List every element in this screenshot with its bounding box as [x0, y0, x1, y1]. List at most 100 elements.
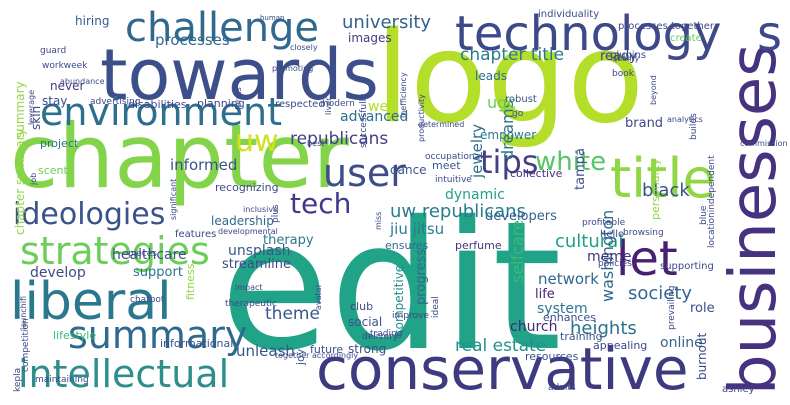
word: book: [612, 69, 634, 79]
word: chapter summary: [13, 128, 27, 235]
word: chatbot: [130, 295, 165, 305]
word: leads: [475, 69, 507, 83]
word: delivery: [362, 332, 399, 342]
word: locationindependent: [707, 155, 717, 248]
word: browsing: [623, 228, 664, 238]
word: empower: [480, 128, 537, 142]
word: fitness: [184, 263, 197, 300]
word: user: [323, 151, 406, 195]
word: images: [348, 31, 392, 45]
word: quality: [612, 54, 640, 63]
word: successfully: [359, 93, 369, 148]
word: appealing: [593, 339, 648, 352]
word: ugc: [487, 93, 517, 112]
word: inclusive: [243, 205, 279, 214]
word: together accordingly: [275, 351, 359, 360]
word: intellectual: [18, 352, 230, 396]
word: brand: [625, 116, 664, 131]
word: processes: [155, 31, 230, 49]
word: miss: [374, 211, 383, 230]
word: s: [757, 6, 783, 62]
word: robust: [505, 94, 537, 105]
word: stay: [42, 94, 68, 108]
word: ideologies: [13, 197, 166, 232]
word: leadership: [211, 214, 274, 228]
word: forms: [234, 87, 243, 110]
word: ready: [600, 49, 637, 64]
word: disabilities: [128, 98, 187, 111]
word: human: [260, 14, 285, 22]
word: unsplash: [228, 243, 291, 259]
word: competitive: [392, 264, 406, 336]
word: best: [307, 139, 325, 148]
word: resources: [525, 350, 579, 363]
word: chapter: [10, 105, 349, 208]
word: black: [642, 180, 690, 201]
word: white: [535, 147, 607, 177]
word: burnout: [695, 332, 709, 380]
word: recognizing: [215, 181, 279, 194]
word: scent: [38, 164, 68, 177]
word: never: [50, 79, 85, 93]
word: dynamic: [445, 187, 505, 203]
word: future: [310, 343, 344, 356]
word: ensures: [385, 239, 429, 252]
word: web: [368, 99, 397, 115]
word: kepla: [13, 367, 23, 392]
word: informed: [170, 156, 238, 174]
word: summary: [68, 313, 248, 357]
word: abundance: [60, 77, 105, 86]
word: strategies: [20, 229, 210, 273]
word: guard: [40, 46, 67, 56]
word: beyond: [649, 75, 658, 105]
word: perfume: [455, 239, 502, 252]
word: profitable: [582, 218, 626, 228]
word: challenge: [125, 5, 320, 51]
word: tampa: [573, 148, 588, 190]
word: advanced: [340, 109, 409, 125]
word: real estate: [455, 336, 547, 356]
word: collective: [510, 167, 563, 180]
word: project: [40, 137, 79, 150]
word: maintaining: [35, 375, 89, 385]
word: go: [512, 109, 524, 119]
word: enhances: [543, 311, 596, 324]
word: unleash: [236, 342, 295, 360]
word: policies: [598, 259, 632, 269]
word: hello: [600, 229, 625, 240]
word: environment: [40, 90, 283, 134]
word: promoting: [272, 64, 314, 73]
word: analytics: [667, 115, 703, 124]
word: create: [670, 33, 702, 44]
word: network: [538, 270, 599, 288]
word: closely: [290, 43, 318, 52]
word: adults: [548, 383, 576, 393]
word: prevailing: [667, 285, 677, 330]
word: system: [537, 301, 588, 317]
word: selfcare: [508, 220, 527, 283]
word: conservative: [316, 335, 689, 403]
word: title: [610, 147, 716, 210]
word: job: [29, 172, 38, 185]
word: healthcare: [112, 247, 187, 263]
word: club: [350, 300, 374, 313]
word: tech: [290, 187, 352, 220]
word: tips: [480, 143, 539, 181]
word: jiu jitsu: [390, 220, 445, 238]
word: chapter title: [460, 45, 565, 65]
word: leverage: [27, 90, 36, 125]
word: towards: [100, 34, 379, 116]
word: uw republicans: [390, 201, 526, 222]
word: dance: [390, 163, 427, 177]
word: developmental: [218, 227, 278, 236]
word: let: [616, 231, 678, 287]
word: modern: [320, 99, 355, 109]
word: supporting: [660, 261, 714, 272]
word: therapeutic: [225, 299, 277, 309]
word: role: [690, 301, 715, 316]
word: meet: [432, 159, 461, 172]
word: life: [535, 287, 555, 302]
word: impact: [235, 283, 263, 292]
word: significant: [169, 178, 178, 220]
